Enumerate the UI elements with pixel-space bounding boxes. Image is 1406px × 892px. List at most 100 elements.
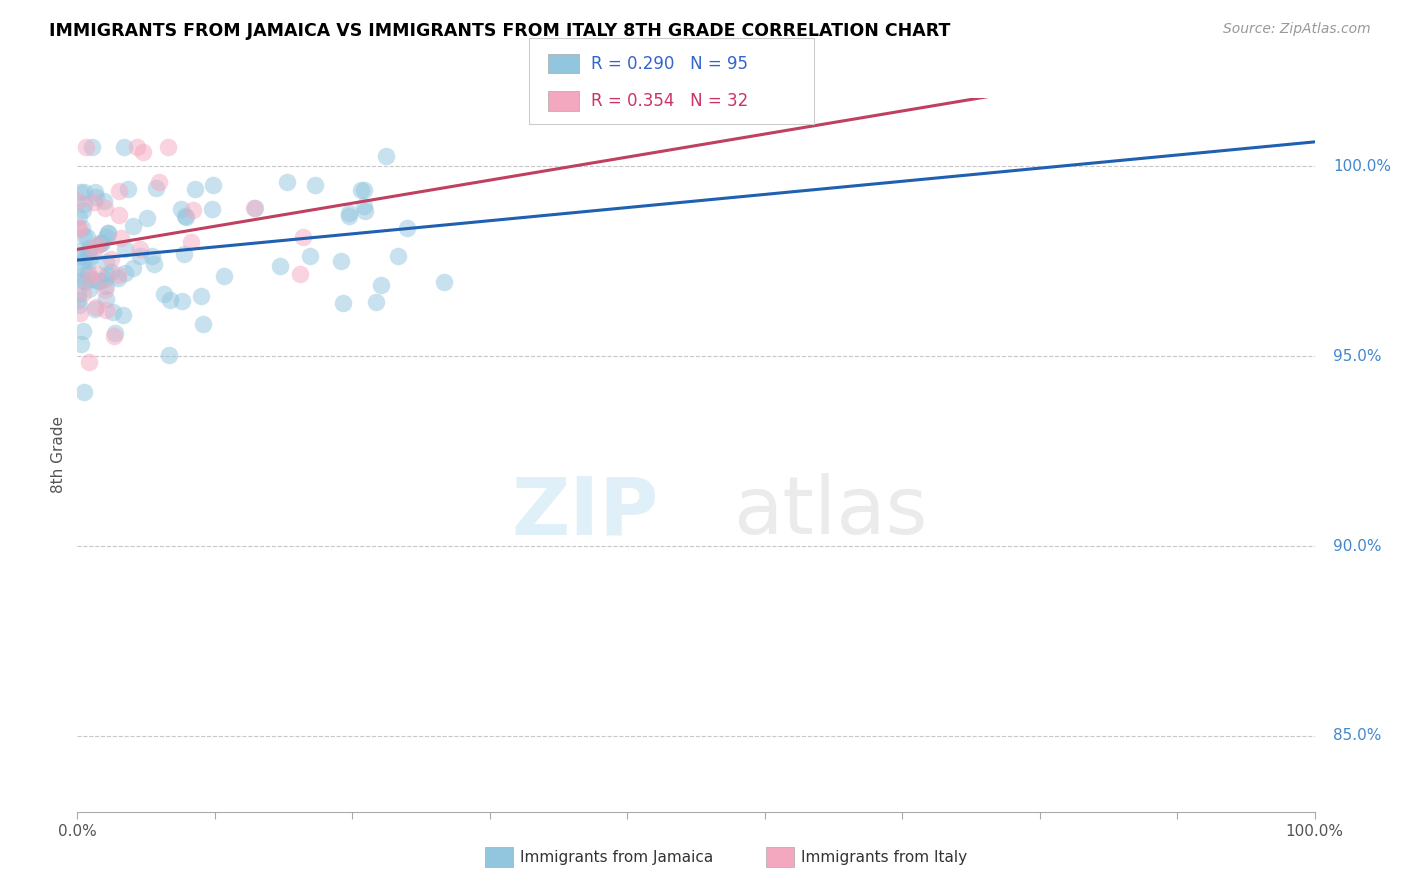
Point [110, 231, 132, 245]
Text: Source: ZipAtlas.com: Source: ZipAtlas.com [1223, 22, 1371, 37]
Point [69, 306, 91, 320]
Point [77, 355, 100, 369]
Point [89, 274, 111, 288]
Point [94, 255, 117, 269]
Point [107, 268, 129, 283]
Point [100, 265, 122, 279]
Point [94, 272, 117, 286]
Point [67, 268, 90, 283]
Point [77, 241, 100, 255]
Point [141, 249, 163, 263]
Point [387, 249, 409, 263]
Point [353, 184, 375, 198]
Point [90, 235, 112, 250]
Text: atlas: atlas [733, 473, 928, 551]
Point [374, 149, 396, 163]
Point [332, 296, 354, 310]
Point [73, 275, 96, 289]
Text: R = 0.290   N = 95: R = 0.290 N = 95 [591, 54, 748, 72]
Point [190, 289, 212, 303]
Point [100, 252, 122, 266]
Point [94, 201, 117, 215]
Point [72, 196, 94, 211]
Point [170, 293, 193, 308]
Text: R = 0.354   N = 32: R = 0.354 N = 32 [591, 92, 748, 111]
Point [72, 285, 94, 300]
Point [170, 202, 193, 216]
Point [97, 226, 120, 240]
Point [143, 257, 166, 271]
Point [75, 140, 97, 154]
Point [67, 244, 90, 258]
Point [107, 184, 129, 198]
Point [77, 254, 100, 268]
Text: ZIP: ZIP [512, 473, 659, 551]
Point [94, 283, 117, 297]
Point [94, 292, 117, 306]
Point [112, 140, 135, 154]
Point [132, 145, 155, 159]
Point [156, 140, 179, 154]
Point [72, 229, 94, 244]
Point [349, 183, 371, 197]
Point [73, 384, 96, 399]
Point [121, 219, 143, 233]
Point [212, 268, 235, 283]
Point [242, 201, 264, 215]
Text: 100.0%: 100.0% [1333, 159, 1391, 174]
Point [89, 235, 111, 250]
Point [136, 211, 159, 226]
Point [66, 293, 89, 308]
Point [79, 250, 101, 264]
Point [93, 194, 115, 208]
Point [66, 219, 89, 234]
Point [292, 230, 315, 244]
Text: Immigrants from Italy: Immigrants from Italy [801, 850, 967, 864]
Point [96, 268, 118, 282]
Point [184, 182, 207, 196]
Point [125, 140, 148, 154]
Point [94, 278, 117, 293]
Text: IMMIGRANTS FROM JAMAICA VS IMMIGRANTS FROM ITALY 8TH GRADE CORRELATION CHART: IMMIGRANTS FROM JAMAICA VS IMMIGRANTS FR… [49, 22, 950, 40]
Point [70, 249, 93, 263]
Point [72, 254, 94, 268]
Point [77, 244, 100, 259]
Point [67, 286, 90, 301]
Point [181, 203, 204, 218]
Point [84, 301, 107, 315]
Point [104, 326, 127, 340]
Point [191, 317, 214, 331]
Point [157, 348, 180, 362]
Point [69, 336, 91, 351]
Point [83, 244, 105, 258]
Text: 90.0%: 90.0% [1333, 539, 1382, 554]
Point [353, 199, 375, 213]
Point [180, 235, 202, 249]
Point [107, 271, 129, 285]
Point [96, 230, 118, 244]
Point [201, 178, 224, 192]
Point [159, 293, 181, 308]
Point [337, 205, 360, 219]
Point [173, 246, 195, 260]
Point [353, 204, 375, 219]
Point [329, 254, 352, 268]
Point [86, 267, 108, 281]
Point [337, 209, 360, 223]
Point [72, 324, 94, 338]
Point [114, 243, 136, 257]
Point [73, 185, 96, 199]
Point [153, 286, 176, 301]
Point [97, 227, 120, 241]
Point [89, 237, 111, 252]
Point [269, 259, 291, 273]
Point [396, 221, 419, 235]
Point [84, 190, 107, 204]
Point [304, 178, 326, 193]
Text: Immigrants from Jamaica: Immigrants from Jamaica [520, 850, 713, 864]
Point [77, 266, 100, 280]
Point [145, 180, 167, 194]
Point [112, 308, 135, 322]
Point [67, 210, 90, 224]
Point [288, 268, 311, 282]
